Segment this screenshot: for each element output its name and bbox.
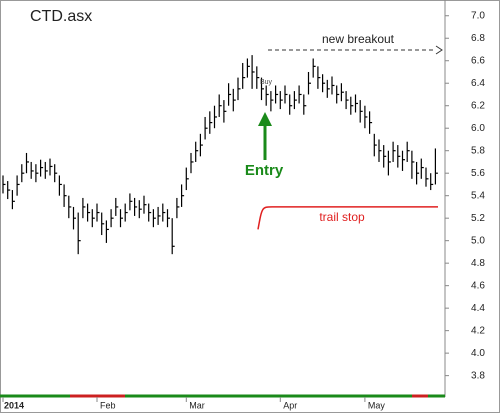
y-tick-label: 5.6 <box>471 168 485 179</box>
x-tick-label: May <box>368 400 386 410</box>
y-tick-label: 5.0 <box>471 235 485 246</box>
entry-label: Entry <box>245 162 284 179</box>
y-tick-label: 4.8 <box>471 258 485 269</box>
y-tick-label: 6.6 <box>471 55 485 66</box>
x-tick-label: Apr <box>283 400 297 410</box>
x-tick-label: Feb <box>100 400 116 410</box>
y-tick-label: 4.6 <box>471 280 485 291</box>
y-tick-label: 7.0 <box>471 10 485 21</box>
arrow-head <box>435 45 443 55</box>
y-tick-label: 4.4 <box>471 303 485 314</box>
x-tick-label: Mar <box>189 400 205 410</box>
entry-arrow-head <box>258 112 272 126</box>
y-tick-label: 6.8 <box>471 33 485 44</box>
trail-stop-label: trail stop <box>319 210 365 224</box>
y-tick-label: 5.4 <box>471 190 485 201</box>
y-tick-label: 3.8 <box>471 370 485 381</box>
y-tick-label: 6.4 <box>471 78 485 89</box>
y-tick-label: 6.0 <box>471 123 485 134</box>
chart-title: CTD.asx <box>30 8 92 25</box>
x-tick-label: 2014 <box>4 400 24 410</box>
y-tick-label: 5.8 <box>471 145 485 156</box>
trail-stop-line <box>257 206 438 230</box>
buy-label: Buy <box>260 79 273 86</box>
y-tick-label: 6.2 <box>471 100 485 111</box>
y-tick-label: 4.0 <box>471 348 485 359</box>
annotation: new breakout <box>322 32 395 46</box>
y-tick-label: 5.2 <box>471 213 485 224</box>
y-tick-label: 4.2 <box>471 325 485 336</box>
